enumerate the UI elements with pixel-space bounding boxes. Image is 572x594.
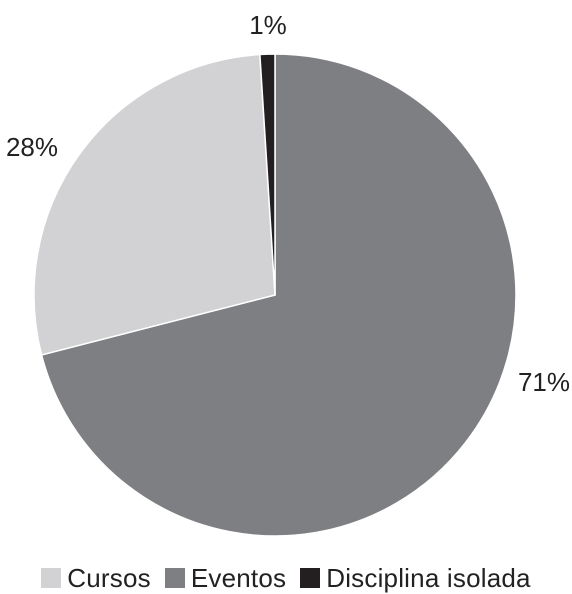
data-label-eventos: 71% bbox=[518, 367, 570, 397]
pie-slices bbox=[34, 54, 516, 536]
legend-label-eventos: Eventos bbox=[191, 563, 286, 594]
legend-swatch-disciplina-isolada bbox=[300, 568, 320, 588]
legend-swatch-eventos bbox=[165, 568, 185, 588]
data-label-cursos: 28% bbox=[6, 132, 58, 162]
legend-item-disciplina-isolada: Disciplina isolada bbox=[300, 563, 530, 594]
legend-label-disciplina-isolada: Disciplina isolada bbox=[326, 563, 530, 594]
data-label-disciplina-isolada: 1% bbox=[249, 10, 287, 40]
legend: Cursos Eventos Disciplina isolada bbox=[0, 563, 572, 593]
legend-item-eventos: Eventos bbox=[165, 563, 286, 594]
legend-swatch-cursos bbox=[41, 568, 61, 588]
legend-label-cursos: Cursos bbox=[67, 563, 151, 594]
legend-item-cursos: Cursos bbox=[41, 563, 151, 594]
